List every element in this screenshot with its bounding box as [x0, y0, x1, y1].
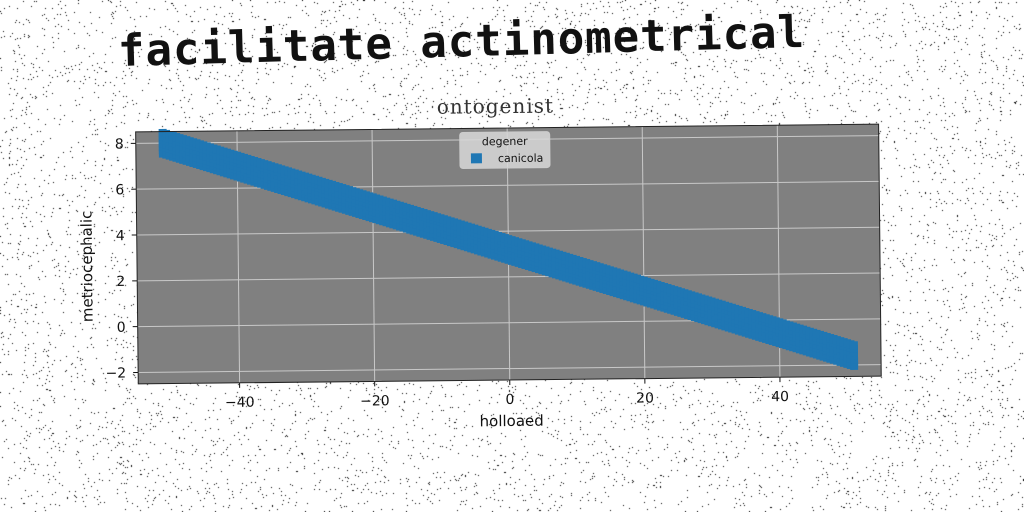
- chart-title: ontogenist: [437, 94, 554, 119]
- y-tick-label: 4: [116, 228, 125, 244]
- x-tick-label: −40: [225, 395, 255, 411]
- y-tick-label: 8: [115, 136, 124, 152]
- y-tick-label: 2: [116, 274, 125, 290]
- y-tick-label: 6: [115, 182, 124, 198]
- legend-swatch-canicola: [471, 153, 482, 163]
- legend-title: degener: [482, 135, 528, 148]
- y-tick-label: 0: [117, 320, 126, 336]
- legend: degener canicola: [460, 132, 550, 169]
- x-tick-label: 0: [505, 392, 514, 408]
- x-tick-label: 20: [636, 391, 654, 407]
- legend-label-canicola: canicola: [498, 152, 544, 165]
- x-tick-label: −20: [360, 393, 390, 409]
- y-tick-label: −2: [105, 366, 126, 382]
- x-tick-label: 40: [771, 389, 789, 405]
- x-axis-label: holloaed: [480, 412, 544, 431]
- data-point: [850, 341, 858, 349]
- y-axis-label: metriocephalic: [77, 211, 96, 323]
